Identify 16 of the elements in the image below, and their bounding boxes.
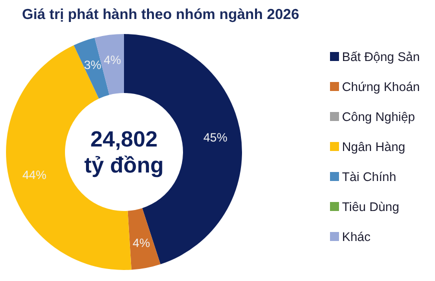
legend-label: Tài Chính [342, 170, 396, 184]
data-label: 44% [22, 168, 47, 182]
text: 24,802 [90, 126, 158, 152]
legend-label: Công Nghiệp [342, 110, 416, 124]
text: tỷ đồng [84, 152, 164, 178]
data-label: 4% [104, 53, 122, 68]
legend-label: Bất Động Sản [342, 50, 420, 64]
donut-slice [128, 208, 160, 270]
data-label: 4% [132, 236, 150, 250]
chart-title: Giá trị phát hành theo nhóm ngành 2026 [22, 7, 300, 23]
legend-label: Chứng Khoán [342, 80, 420, 94]
legend-label: Ngân Hàng [342, 140, 406, 154]
data-label: 45% [203, 130, 228, 145]
legend-label: Khác [342, 230, 370, 244]
legend-label: Tiêu Dùng [342, 200, 400, 214]
data-label: 3% [84, 58, 102, 72]
